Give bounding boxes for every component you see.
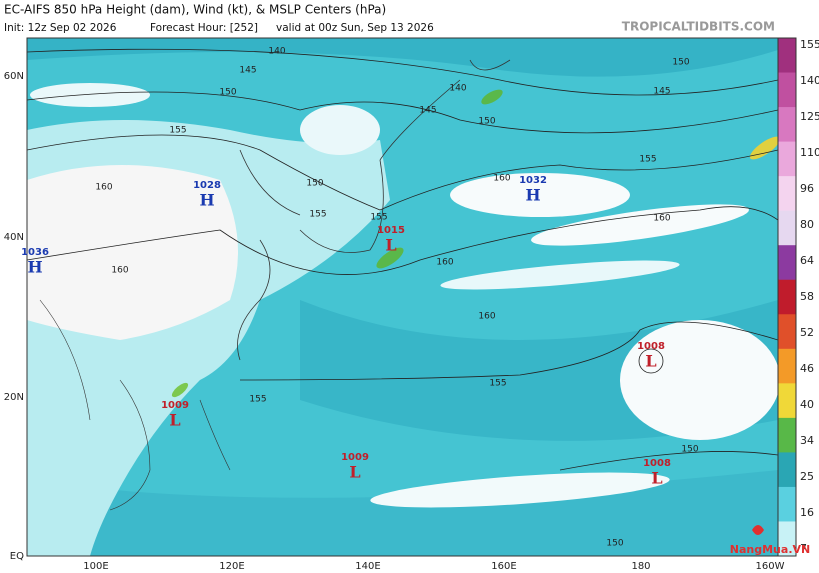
contour-label: 150 (606, 539, 623, 549)
lon-label: 180 (631, 561, 650, 572)
contour-label: 145 (239, 66, 256, 76)
contour-label: 150 (478, 117, 495, 127)
lon-label: 140E (355, 561, 380, 572)
map-field (27, 38, 778, 556)
colorbar-label: 58 (800, 290, 814, 303)
lat-label: 60N (4, 71, 24, 82)
lon-label: 120E (219, 561, 244, 572)
colorbar-label: 110 (800, 146, 819, 159)
pressure-symbol: L (169, 411, 180, 430)
contour-label: 155 (309, 210, 326, 220)
contour-label: 155 (639, 155, 656, 165)
colorbar-segment (778, 486, 796, 522)
contour-label: 145 (653, 87, 670, 97)
colorbar-segment (778, 141, 796, 177)
colorbar-label: 40 (800, 398, 814, 411)
pressure-symbol: L (349, 463, 360, 482)
logo: NangMua.VN (730, 525, 810, 556)
colorbar-label: 80 (800, 218, 814, 231)
colorbar-label: 64 (800, 254, 814, 267)
lon-label: 160W (756, 561, 785, 572)
watermark: TROPICALTIDBITS.COM (622, 20, 775, 34)
pressure-value: 1015 (377, 225, 405, 236)
colorbar-segment (778, 314, 796, 350)
pressure-value: 1008 (643, 458, 671, 469)
pressure-value: 1036 (21, 247, 49, 258)
contour-label: 140 (449, 84, 466, 94)
contour-label: 140 (268, 47, 285, 57)
colorbar-segment (778, 383, 796, 419)
pressure-symbol: L (385, 236, 396, 255)
contour-label: 150 (306, 179, 323, 189)
colorbar-label: 125 (800, 110, 819, 123)
pressure-value: 1008 (637, 341, 665, 352)
lon-label: 160E (491, 561, 516, 572)
contour-label: 150 (681, 445, 698, 455)
colorbar-segment (778, 176, 796, 212)
colorbar-segment (778, 452, 796, 488)
pressure-value: 1032 (519, 175, 547, 186)
pressure-value: 1009 (161, 400, 189, 411)
colorbar-segment (778, 279, 796, 315)
forecast-hour: Forecast Hour: [252] (150, 22, 258, 34)
colorbar-frame (777, 37, 797, 557)
colorbar-label: 140 (800, 74, 819, 87)
colorbar-segment (778, 417, 796, 453)
pressure-value: 1028 (193, 180, 221, 191)
colorbar-label: 7 (800, 542, 807, 555)
pressure-symbol: H (27, 258, 42, 277)
valid-time: valid at 00z Sun, Sep 13 2026 (276, 22, 434, 34)
pressure-symbol: L (651, 469, 662, 488)
colorbar-segment (778, 210, 796, 246)
contour-label: 150 (672, 58, 689, 68)
contour-label: 155 (249, 395, 266, 405)
lat-label: 20N (4, 392, 24, 403)
colorbar-label: 16 (800, 506, 814, 519)
colorbar-segment (778, 348, 796, 384)
pressure-symbol: L (645, 352, 656, 371)
contour-label: 145 (419, 106, 436, 116)
init-time: Init: 12z Sep 02 2026 (4, 22, 117, 34)
colorbar-segment (778, 521, 796, 557)
colorbar-label: 96 (800, 182, 814, 195)
contour-label: 160 (95, 183, 112, 193)
colorbar-label: 52 (800, 326, 814, 339)
contour-label: 155 (489, 379, 506, 389)
contour-label: 160 (111, 266, 128, 276)
colorbar-segment (778, 107, 796, 143)
contour-label: 150 (219, 88, 236, 98)
pressure-symbol: H (199, 191, 214, 210)
colorbar-label: 34 (800, 434, 814, 447)
contour-label: 160 (653, 214, 670, 224)
colorbar-segment (778, 38, 796, 74)
colorbar-label: 46 (800, 362, 814, 375)
colorbar-label: 155 (800, 38, 819, 51)
title: EC-AIFS 850 hPa Height (dam), Wind (kt),… (4, 3, 386, 17)
lon-label: 100E (83, 561, 108, 572)
contour-label: 160 (478, 312, 495, 322)
lat-label: 40N (4, 232, 24, 243)
lat-label: EQ (10, 551, 24, 562)
contour-label: 155 (169, 126, 186, 136)
contour-label: 160 (493, 174, 510, 184)
logo-text: NangMua.VN (730, 543, 810, 556)
pressure-symbol: H (525, 186, 540, 205)
colorbar-segment (778, 72, 796, 108)
contour-label: 155 (370, 213, 387, 223)
colorbar-label: 25 (800, 470, 814, 483)
colorbar: 155 140 125 110 96 80 64 58 52 46 40 34 25 16 7 (777, 37, 819, 557)
pressure-value: 1009 (341, 452, 369, 463)
contour-label: 160 (436, 258, 453, 268)
colorbar-segment (778, 245, 796, 281)
